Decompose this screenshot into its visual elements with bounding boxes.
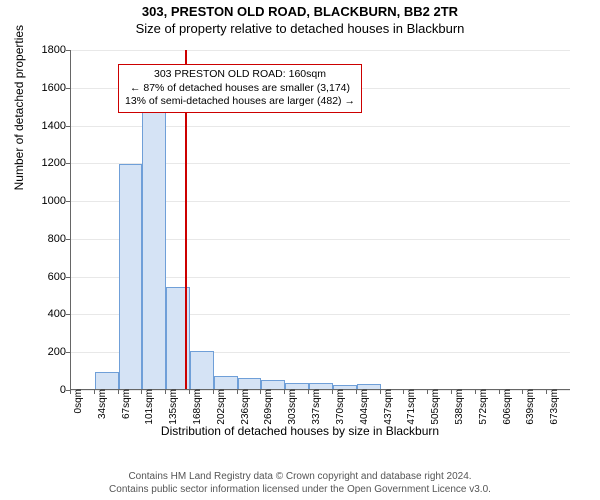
histogram-bar — [238, 378, 262, 389]
y-tick-mark — [66, 314, 70, 315]
x-axis-label: Distribution of detached houses by size … — [0, 424, 600, 438]
y-tick-label: 1600 — [6, 82, 66, 94]
x-tick-label: 538sqm — [454, 389, 465, 425]
x-tick-label: 370sqm — [335, 389, 346, 425]
y-tick-mark — [66, 50, 70, 51]
x-tick-mark — [308, 390, 309, 394]
x-tick-label: 639sqm — [525, 389, 536, 425]
x-tick-label: 303sqm — [287, 389, 298, 425]
histogram-bar — [95, 372, 119, 389]
y-tick-label: 0 — [6, 384, 66, 396]
x-tick-label: 202sqm — [216, 389, 227, 425]
x-tick-mark — [284, 390, 285, 394]
y-tick-mark — [66, 88, 70, 89]
x-tick-mark — [356, 390, 357, 394]
x-tick-mark — [403, 390, 404, 394]
x-tick-mark — [189, 390, 190, 394]
page-subtitle: Size of property relative to detached ho… — [0, 21, 600, 36]
footer-line-2: Contains public sector information licen… — [0, 483, 600, 496]
x-tick-mark — [141, 390, 142, 394]
footer-attribution: Contains HM Land Registry data © Crown c… — [0, 470, 600, 496]
x-tick-label: 606sqm — [502, 389, 513, 425]
annotation-line: 303 PRESTON OLD ROAD: 160sqm — [125, 68, 355, 82]
x-tick-label: 67sqm — [121, 389, 132, 419]
x-tick-label: 0sqm — [73, 389, 84, 413]
histogram-chart: Number of detached properties Distributi… — [0, 40, 600, 440]
x-tick-label: 101sqm — [144, 389, 155, 425]
x-tick-mark — [522, 390, 523, 394]
x-tick-label: 471sqm — [406, 389, 417, 425]
x-tick-mark — [499, 390, 500, 394]
x-tick-label: 337sqm — [311, 389, 322, 425]
histogram-bar — [261, 380, 285, 389]
x-tick-label: 135sqm — [168, 389, 179, 425]
x-tick-mark — [451, 390, 452, 394]
y-tick-mark — [66, 126, 70, 127]
x-tick-mark — [475, 390, 476, 394]
x-tick-label: 505sqm — [430, 389, 441, 425]
x-tick-label: 34sqm — [97, 389, 108, 419]
x-tick-mark — [427, 390, 428, 394]
y-tick-mark — [66, 201, 70, 202]
x-tick-label: 168sqm — [192, 389, 203, 425]
y-tick-mark — [66, 277, 70, 278]
x-tick-mark — [70, 390, 71, 394]
y-tick-label: 1000 — [6, 195, 66, 207]
x-tick-label: 236sqm — [240, 389, 251, 425]
y-tick-mark — [66, 239, 70, 240]
x-tick-mark — [260, 390, 261, 394]
x-tick-mark — [118, 390, 119, 394]
x-tick-label: 572sqm — [478, 389, 489, 425]
x-tick-mark — [165, 390, 166, 394]
annotation-line: ← 87% of detached houses are smaller (3,… — [125, 82, 355, 96]
x-tick-mark — [237, 390, 238, 394]
x-tick-label: 404sqm — [359, 389, 370, 425]
annotation-box: 303 PRESTON OLD ROAD: 160sqm← 87% of det… — [118, 64, 362, 113]
y-tick-label: 400 — [6, 308, 66, 320]
y-tick-label: 200 — [6, 346, 66, 358]
x-tick-label: 269sqm — [263, 389, 274, 425]
gridline — [71, 50, 570, 51]
x-tick-mark — [213, 390, 214, 394]
footer-line-1: Contains HM Land Registry data © Crown c… — [0, 470, 600, 483]
annotation-line: 13% of semi-detached houses are larger (… — [125, 95, 355, 109]
y-tick-mark — [66, 352, 70, 353]
histogram-bar — [190, 351, 214, 389]
x-tick-mark — [332, 390, 333, 394]
y-tick-label: 1200 — [6, 157, 66, 169]
page-title: 303, PRESTON OLD ROAD, BLACKBURN, BB2 2T… — [0, 4, 600, 19]
y-tick-label: 600 — [6, 271, 66, 283]
x-tick-label: 437sqm — [383, 389, 394, 425]
x-tick-mark — [546, 390, 547, 394]
x-tick-mark — [94, 390, 95, 394]
histogram-bar — [214, 376, 238, 389]
y-tick-mark — [66, 163, 70, 164]
y-tick-label: 1800 — [6, 44, 66, 56]
y-tick-label: 1400 — [6, 120, 66, 132]
histogram-bar — [119, 164, 143, 389]
histogram-bar — [142, 96, 166, 389]
y-tick-label: 800 — [6, 233, 66, 245]
x-tick-mark — [380, 390, 381, 394]
x-tick-label: 673sqm — [549, 389, 560, 425]
